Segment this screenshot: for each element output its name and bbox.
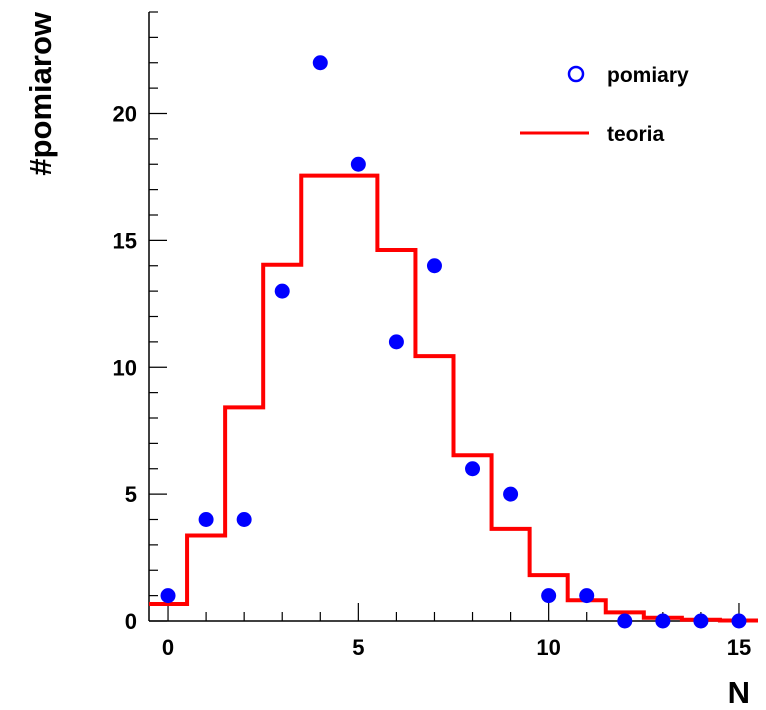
teoria-step-line bbox=[149, 173, 758, 623]
y-tick-label: 10 bbox=[113, 355, 137, 380]
pomiary-point bbox=[274, 283, 290, 299]
pomiary-point bbox=[579, 588, 595, 604]
y-tick-label: 15 bbox=[113, 228, 137, 253]
x-tick-label: 15 bbox=[727, 635, 751, 660]
series-layer bbox=[149, 55, 758, 629]
y-tick-label: 20 bbox=[113, 102, 137, 127]
pomiary-point bbox=[617, 613, 633, 629]
pomiary-point bbox=[693, 613, 709, 629]
pomiary-point bbox=[655, 613, 671, 629]
legend-marker-pomiary bbox=[567, 65, 585, 83]
pomiary-point bbox=[426, 258, 442, 274]
legend-label-pomiary: pomiary bbox=[607, 64, 689, 87]
x-tick-label: 10 bbox=[536, 635, 560, 660]
pomiary-point bbox=[236, 512, 252, 527]
x-tick-label: 5 bbox=[352, 635, 364, 660]
pomiary-point bbox=[388, 334, 404, 350]
y-tick-label: 0 bbox=[125, 609, 137, 634]
pomiary-point bbox=[731, 613, 747, 629]
pomiary-point bbox=[465, 461, 481, 477]
pomiary-point bbox=[503, 486, 519, 502]
pomiary-point bbox=[312, 55, 328, 71]
y-axis-label: #pomiarow bbox=[23, 11, 58, 176]
pomiary-point bbox=[350, 156, 366, 172]
pomiary-point bbox=[541, 588, 557, 604]
axes: 0 5 10 15 20 0 5 10 15 bbox=[113, 11, 758, 660]
legend: pomiary teoria bbox=[520, 64, 689, 146]
pomiary-point bbox=[198, 512, 214, 527]
x-tick-label: 0 bbox=[162, 635, 174, 660]
x-axis-label: N bbox=[728, 675, 750, 705]
pomiary-point bbox=[160, 588, 176, 604]
legend-label-teoria: teoria bbox=[607, 123, 665, 146]
y-tick-label: 5 bbox=[125, 482, 137, 507]
